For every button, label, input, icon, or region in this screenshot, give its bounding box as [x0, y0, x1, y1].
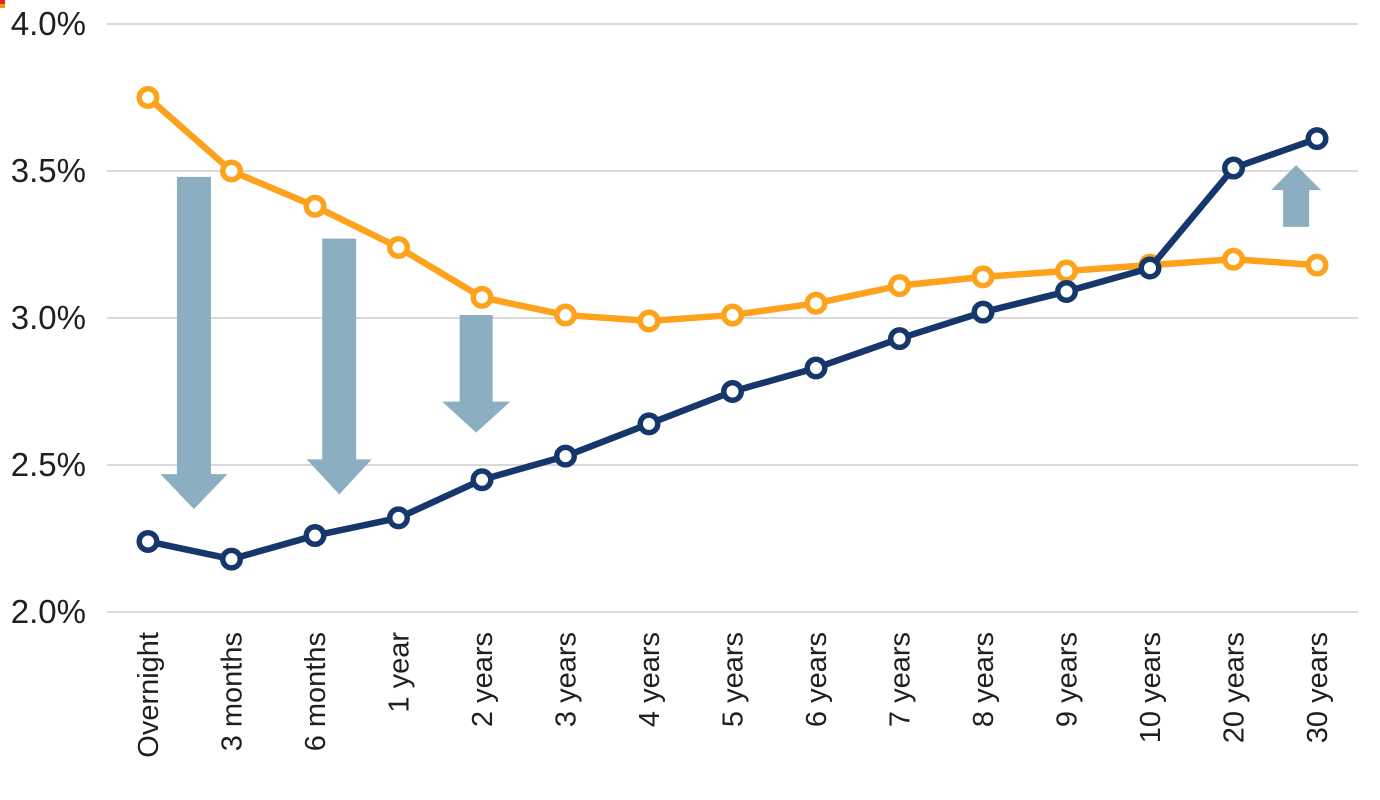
orange-curve-marker — [470, 285, 494, 309]
x-axis-tick-label: 1 year — [384, 632, 416, 713]
corner-artifact-bottom — [0, 4, 5, 8]
navy-curve-marker — [637, 412, 661, 436]
corner-artifact — [0, 0, 5, 8]
navy-curve-marker — [220, 547, 243, 571]
x-axis-tick-label: 2 years — [467, 632, 499, 727]
navy-curve-marker — [1055, 280, 1078, 304]
x-axis-tick-label: 10 years — [1135, 632, 1167, 743]
navy-curve-marker — [387, 506, 410, 530]
navy-curve-marker — [136, 529, 160, 553]
orange-curve-marker — [804, 291, 828, 315]
orange-curve-marker — [303, 194, 327, 218]
orange-curve-marker — [136, 86, 160, 109]
x-axis-tick-label: 4 years — [634, 632, 666, 727]
navy-curve-marker — [888, 327, 911, 351]
x-axis-tick-label: 6 years — [801, 632, 833, 727]
navy-curve-marker — [971, 300, 995, 324]
down-trend-arrow — [442, 315, 511, 433]
y-axis-tick-label: 4.0% — [11, 5, 86, 42]
orange-curve-marker — [1055, 259, 1078, 283]
y-axis-tick-label: 3.0% — [11, 299, 86, 336]
navy-curve-marker — [1138, 256, 1162, 280]
orange-curve-marker — [637, 309, 661, 333]
y-axis-tick-label: 2.0% — [11, 593, 86, 630]
orange-curve-marker — [888, 274, 911, 298]
y-axis-tick-label: 2.5% — [11, 446, 86, 483]
x-axis-tick-label: 9 years — [1052, 632, 1084, 727]
navy-curve-marker — [721, 380, 744, 403]
orange-curve-marker — [1222, 247, 1245, 271]
orange-curve-marker — [721, 303, 744, 327]
x-axis-tick-label: 5 years — [718, 632, 750, 727]
orange-curve-marker — [971, 265, 995, 289]
navy-curve-marker — [554, 444, 577, 468]
navy-curve-marker — [303, 524, 327, 548]
corner-artifact-top — [0, 0, 5, 4]
navy-curve-marker — [1305, 127, 1329, 151]
x-axis-tick-label: 6 months — [300, 632, 332, 751]
orange-curve-marker — [1305, 253, 1329, 277]
orange-curve-marker — [387, 235, 410, 259]
navy-curve-marker — [804, 356, 828, 380]
down-trend-arrow — [160, 176, 228, 510]
down-trend-arrow — [306, 238, 372, 495]
x-axis-tick-label: Overnight — [133, 632, 165, 758]
y-axis-tick-label: 3.5% — [11, 152, 86, 189]
x-axis-tick-label: 3 months — [217, 632, 249, 751]
x-axis-tick-label: 8 years — [968, 632, 1000, 727]
x-axis-tick-label: 7 years — [885, 632, 917, 727]
orange-curve-marker — [554, 303, 577, 327]
x-axis-tick-label: 20 years — [1219, 632, 1251, 743]
up-trend-arrow — [1271, 165, 1322, 227]
x-axis-tick-label: 30 years — [1302, 632, 1334, 743]
navy-curve-marker — [470, 468, 494, 492]
orange-curve-marker — [220, 159, 243, 183]
navy-curve-marker — [1222, 156, 1245, 180]
x-axis-tick-label: 3 years — [551, 632, 583, 727]
